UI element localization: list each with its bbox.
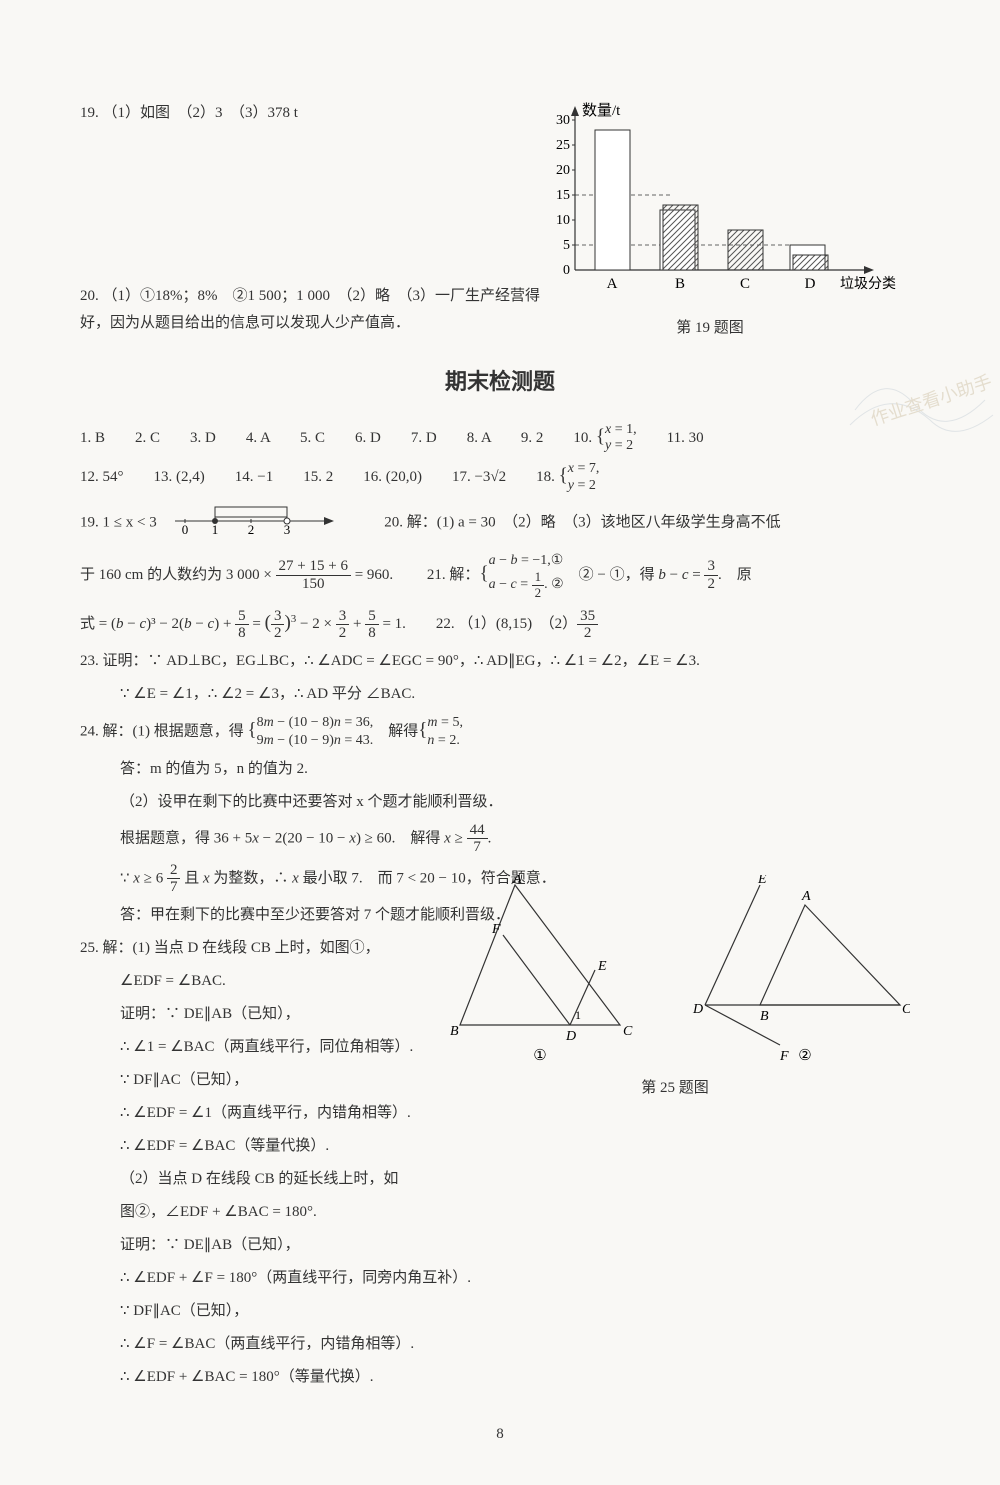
- svg-text:B: B: [450, 1024, 459, 1039]
- svg-text:3: 3: [284, 522, 291, 535]
- svg-text:C: C: [902, 1002, 910, 1017]
- q23-l2: ∵ ∠E = ∠1，∴ ∠2 = ∠3，∴ AD 平分 ∠BAC.: [80, 681, 920, 708]
- svg-text:E: E: [597, 959, 607, 974]
- svg-text:F: F: [491, 922, 501, 937]
- q25: 25. 解：(1) 当点 D 在线段 CB 上时，如图①，: [80, 935, 480, 962]
- svg-text:C: C: [623, 1024, 633, 1039]
- svg-text:B: B: [675, 276, 685, 292]
- exam-title: 期末检测题: [80, 362, 920, 402]
- svg-text:D: D: [565, 1029, 576, 1044]
- svg-text:D: D: [805, 276, 816, 292]
- q20b-cont: 于 160 cm 的人数约为 3 000 × 27 + 15 + 6150 = …: [80, 551, 920, 600]
- svg-text:2: 2: [248, 522, 255, 535]
- q24: 24. 解：(1) 根据题意，得 {8m − (10 − 8)n = 36,9m…: [80, 714, 920, 750]
- svg-text:A: A: [607, 276, 618, 292]
- svg-text:5: 5: [563, 238, 570, 253]
- q25-figures: A B C D E F 1 ① A B C D E F ② 第 25 题图: [440, 875, 910, 1085]
- svg-text:1: 1: [575, 1008, 581, 1022]
- svg-text:A: A: [801, 889, 811, 904]
- svg-text:②: ②: [798, 1048, 811, 1064]
- svg-text:C: C: [740, 276, 750, 292]
- svg-text:E: E: [757, 875, 767, 887]
- q20-text: （1）①18%；8% ②1 500；1 000 （2）略 （3）一厂生产经营得好…: [80, 288, 540, 331]
- svg-text:1: 1: [212, 522, 219, 535]
- q20: 20. （1）①18%；8% ②1 500；1 000 （2）略 （3）一厂生产…: [80, 283, 560, 337]
- svg-text:D: D: [692, 1002, 703, 1017]
- q21-cont: 式 = (b − c)³ − 2(b − c) + 58 = (32)3 − 2…: [80, 606, 920, 642]
- page-number: 8: [80, 1421, 920, 1448]
- number-line: 0 1 2 3: [170, 501, 340, 545]
- q20-label: 20.: [80, 288, 99, 304]
- svg-text:15: 15: [556, 188, 570, 203]
- svg-text:B: B: [760, 1009, 769, 1024]
- svg-text:30: 30: [556, 113, 570, 128]
- chart-caption: 第 19 题图: [520, 315, 900, 342]
- q19-text: （1）如图 （2）3 （3）378 t: [103, 105, 298, 121]
- q23: 23. 证明：∵ AD⊥BC，EG⊥BC，∴ ∠ADC = ∠EGC = 90°…: [80, 648, 920, 675]
- svg-text:垃圾分类: 垃圾分类: [840, 276, 896, 292]
- svg-text:25: 25: [556, 138, 570, 153]
- svg-text:F: F: [779, 1049, 789, 1064]
- chart-ylabel: 数量/t: [582, 102, 621, 119]
- answers-row-2: 12. 54° 13. (2,4) 14. −1 15. 2 16. (20,0…: [80, 461, 920, 495]
- q19: 19. （1）如图 （2）3 （3）378 t: [80, 100, 520, 127]
- q25-fig-caption: 第 25 题图: [440, 1075, 910, 1102]
- answers-row-1: 1. B 2. C 3. D 4. A 5. C 6. D 7. D 8. A …: [80, 422, 920, 456]
- q19-chart: 数量/t 0 5 10 15 20 25 30: [520, 100, 900, 320]
- q19b-row: 19. 1 ≤ x < 3 0 1 2 3 20. 解：(1) a = 30 （…: [80, 501, 920, 545]
- svg-text:0: 0: [563, 263, 570, 278]
- svg-text:20: 20: [556, 163, 570, 178]
- svg-text:A: A: [512, 875, 522, 887]
- svg-text:10: 10: [556, 213, 570, 228]
- svg-text:0: 0: [182, 522, 189, 535]
- svg-text:①: ①: [533, 1048, 546, 1064]
- q19-label: 19.: [80, 105, 99, 121]
